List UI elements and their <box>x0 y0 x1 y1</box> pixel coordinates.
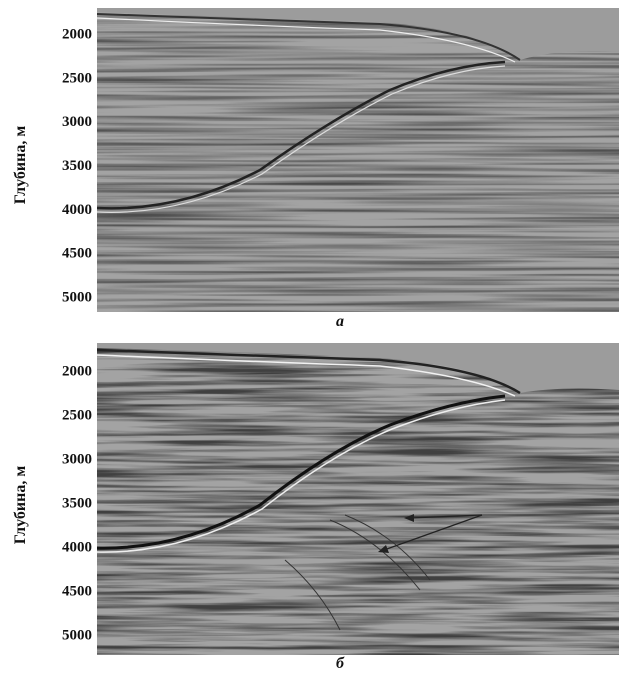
y-tick-label: 2000 <box>62 363 92 379</box>
seismic-image-b <box>97 343 619 655</box>
y-tick-label: 4500 <box>62 583 92 599</box>
y-tick-label: 3500 <box>62 495 92 511</box>
y-tick-label: 4000 <box>62 539 92 555</box>
y-axis-label: Глубина, м <box>12 126 29 205</box>
seismic-image-a <box>97 8 619 312</box>
y-tick-label: 5000 <box>62 627 92 643</box>
y-tick-label: 4000 <box>62 202 92 218</box>
y-axis-label: Глубина, м <box>12 466 29 545</box>
y-tick-label: 3500 <box>62 158 92 174</box>
y-tick-label: 4500 <box>62 246 92 262</box>
panel-caption: б <box>336 655 345 672</box>
y-tick-label: 2500 <box>62 70 92 86</box>
y-tick-label: 3000 <box>62 114 92 130</box>
panel-caption: а <box>336 313 344 330</box>
y-tick-label: 2500 <box>62 407 92 423</box>
y-tick-label: 2000 <box>62 26 92 42</box>
y-tick-label: 5000 <box>62 289 92 305</box>
arrows <box>378 514 483 553</box>
y-tick-label: 3000 <box>62 451 92 467</box>
